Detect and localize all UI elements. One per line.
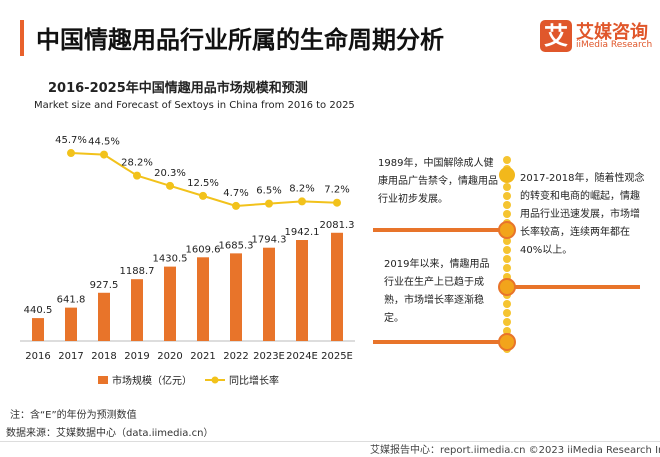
bar [131,279,143,341]
x-tick-label: 2016 [25,351,50,362]
timeline-graphic [373,156,640,353]
bar [296,240,308,341]
x-tick-label: 2019 [124,351,149,362]
bar [263,247,275,341]
legend-line-label: 同比增长率 [229,374,279,387]
timeline-node [499,167,515,183]
timeline-dot [503,156,511,164]
timeline-node [498,278,516,296]
timeline-dot [503,327,511,335]
growth-label: 7.2% [324,185,349,196]
growth-point [166,181,174,190]
growth-point [333,198,341,207]
bar-label: 1794.3 [252,235,287,246]
growth-point [199,191,207,200]
timeline-node [498,333,516,351]
bar-label: 440.5 [24,305,53,316]
bar-label: 1942.1 [285,227,320,238]
x-tick-label: 2022 [223,351,248,362]
bar [164,266,176,341]
footer-divider [0,441,660,442]
bar [65,307,77,341]
growth-point [265,199,273,208]
growth-label: 4.7% [223,188,248,199]
growth-point [100,150,108,159]
timeline-dot [503,309,511,317]
chart-subtitle: Market size and Forecast of Sextoys in C… [34,100,355,111]
x-tick-label: 2025E [321,351,353,362]
timeline-text-2019: 2019年以来，情趣用品行业在生产上已趋于成熟，市场增长率逐渐稳定。 [384,259,490,324]
chart-title: 2016-2025年中国情趣用品市场规模和预测 [48,81,308,96]
bar-label: 1430.5 [153,254,188,265]
growth-label: 44.5% [88,137,120,148]
x-tick-label: 2020 [157,351,182,362]
growth-label: 20.3% [154,168,186,179]
growth-point [133,171,141,180]
x-tick-label: 2018 [91,351,116,362]
bar [230,253,242,341]
logo-mark: 艾 [540,20,572,52]
timeline-dot [503,183,511,191]
logo-name-en: iiMedia Research [576,40,653,50]
timeline-node [498,221,516,239]
bar-label: 1609.6 [186,244,221,255]
title-accent-bar [20,20,24,56]
growth-label: 12.5% [187,178,219,189]
bar [98,292,110,341]
x-tick-label: 2023E [253,351,285,362]
bar-label: 641.8 [57,295,86,306]
growth-point [67,149,75,158]
legend-line-marker [211,376,219,384]
page-title: 中国情趣用品行业所属的生命周期分析 [36,26,444,54]
legend-bar-swatch [98,376,108,384]
growth-label: 6.5% [256,186,281,197]
growth-point [298,197,306,206]
timeline-dot [503,237,511,245]
growth-label: 8.2% [289,183,314,194]
bar-label: 927.5 [90,280,119,291]
bar [331,232,343,341]
growth-label: 28.2% [121,158,153,169]
timeline-text-2017: 2017-2018年，随着性观念的转变和电商的崛起，情趣用品行业迅速发展，市场增… [520,173,645,256]
data-source: 数据来源：艾媒数据中心（data.iimedia.cn） [6,428,214,439]
x-tick-label: 2021 [190,351,215,362]
timeline-dot [503,246,511,254]
logo-name-cn: 艾媒咨询 [576,22,648,43]
timeline-dot [503,318,511,326]
timeline-dot [503,264,511,272]
x-tick-label: 2024E [286,351,318,362]
timeline-text-1989: 1989年，中国解除成人健康用品广告禁令，情趣用品行业初步发展。 [378,158,498,205]
growth-label: 45.7% [55,135,87,146]
chart: 440.5 2016 641.8 2017 927.5 2018 1188.7 2019 143… [20,135,355,387]
timeline-dot [503,255,511,263]
x-tick-label: 2017 [58,351,83,362]
timeline-dot [503,192,511,200]
growth-point [232,201,240,210]
timeline-dot [503,300,511,308]
bar-label: 1685.3 [219,240,254,251]
bar [197,257,209,341]
bar-label: 2081.3 [320,220,355,231]
bar-label: 1188.7 [120,266,155,277]
timeline-dot [503,210,511,218]
footnote: 注：含“E”的年份为预测数值 [10,410,137,421]
timeline-dot [503,201,511,209]
legend-bar-label: 市场规模（亿元） [112,374,192,387]
footer-credit: 艾媒报告中心：report.iimedia.cn ©2023 iiMedia R… [370,445,660,456]
bar [32,318,44,341]
